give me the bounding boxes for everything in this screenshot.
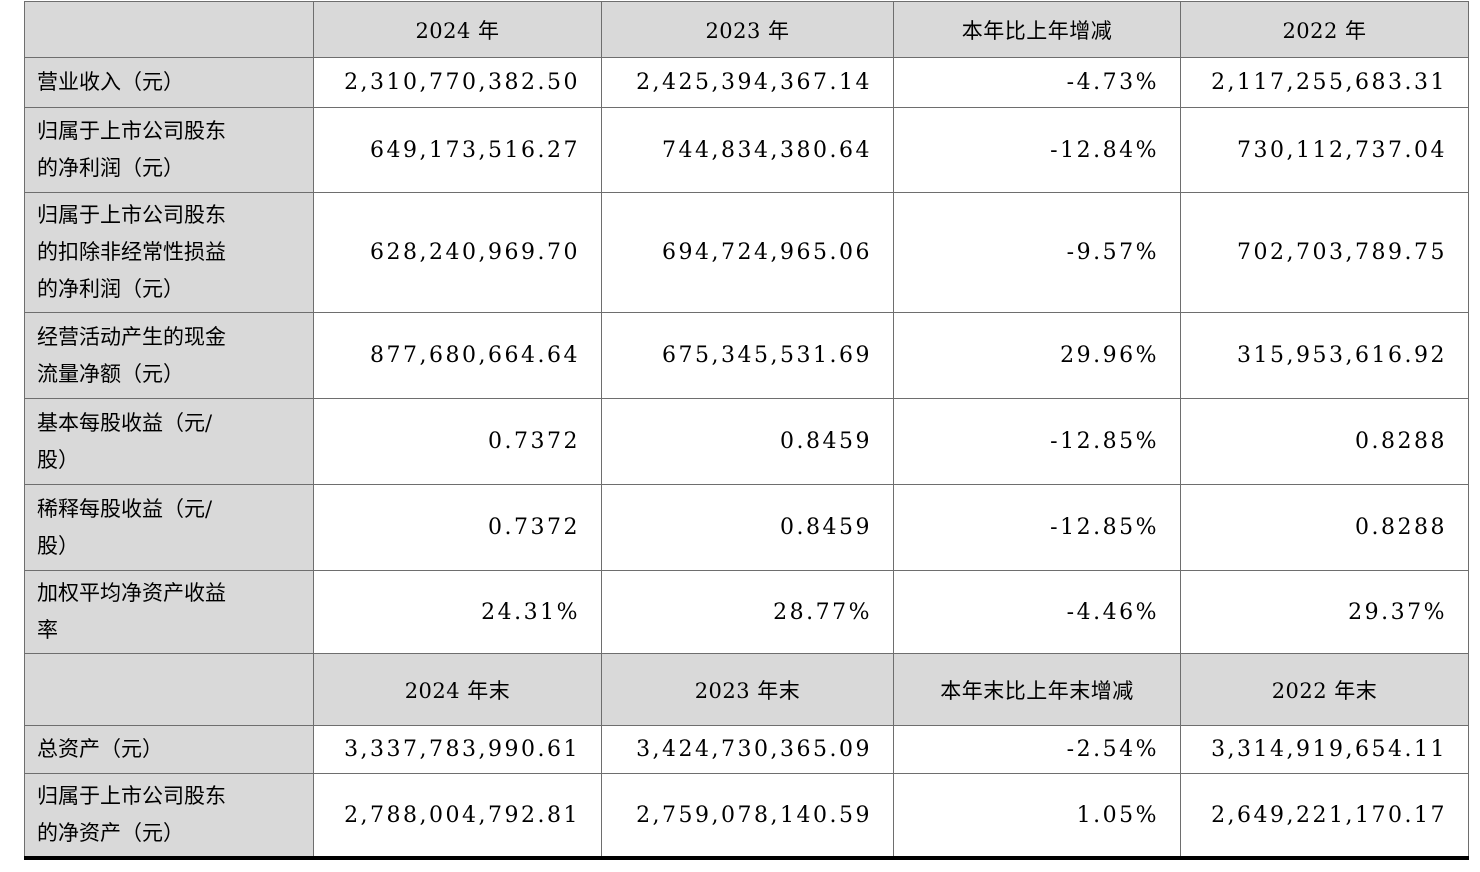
header-corner-cell: [24, 1, 314, 58]
value-2023: 744,834,380.64: [601, 107, 894, 193]
value-2022: 315,953,616.92: [1180, 312, 1469, 399]
financial-summary-table: 2024 年 2023 年 本年比上年增减 2022 年 营业收入（元） 2,3…: [24, 1, 1469, 860]
value-2023: 694,724,965.06: [601, 192, 894, 313]
col-header-2022-end: 2022 年末: [1180, 653, 1469, 726]
value-2022: 3,314,919,654.11: [1180, 725, 1469, 774]
value-yoy-change: -12.85%: [893, 398, 1181, 485]
table-row-net-profit-attributable: 归属于上市公司股东 的净利润（元） 649,173,516.27 744,834…: [24, 107, 1469, 193]
value-2022: 29.37%: [1180, 570, 1469, 654]
value-2023: 2,425,394,367.14: [601, 57, 894, 108]
col-header-yoy-change: 本年比上年增减: [893, 1, 1181, 58]
table-row-diluted-eps: 稀释每股收益（元/ 股） 0.7372 0.8459 -12.85% 0.828…: [24, 484, 1469, 571]
col-header-2024-end: 2024 年末: [313, 653, 602, 726]
value-2023: 2,759,078,140.59: [601, 773, 894, 860]
header-corner-cell: [24, 653, 314, 726]
value-2022: 702,703,789.75: [1180, 192, 1469, 313]
value-yoy-change: -12.84%: [893, 107, 1181, 193]
value-yoy-change: 29.96%: [893, 312, 1181, 399]
value-2024: 0.7372: [313, 398, 602, 485]
value-2022: 730,112,737.04: [1180, 107, 1469, 193]
value-2024: 24.31%: [313, 570, 602, 654]
table-row-total-assets: 总资产（元） 3,337,783,990.61 3,424,730,365.09…: [24, 725, 1469, 774]
row-label: 归属于上市公司股东 的扣除非经常性损益 的净利润（元）: [24, 192, 314, 313]
table-row-net-profit-excl-nonrecurring: 归属于上市公司股东 的扣除非经常性损益 的净利润（元） 628,240,969.…: [24, 192, 1469, 313]
table-row-net-assets-attributable: 归属于上市公司股东 的净资产（元） 2,788,004,792.81 2,759…: [24, 773, 1469, 860]
value-2022: 0.8288: [1180, 484, 1469, 571]
row-label: 归属于上市公司股东 的净利润（元）: [24, 107, 314, 193]
col-header-yearend-change: 本年末比上年末增减: [893, 653, 1181, 726]
row-label: 营业收入（元）: [24, 57, 314, 108]
value-2022: 2,117,255,683.31: [1180, 57, 1469, 108]
table-row-operating-revenue: 营业收入（元） 2,310,770,382.50 2,425,394,367.1…: [24, 57, 1469, 108]
value-2023: 0.8459: [601, 484, 894, 571]
row-label: 归属于上市公司股东 的净资产（元）: [24, 773, 314, 860]
value-2022: 0.8288: [1180, 398, 1469, 485]
value-yoy-change: -4.46%: [893, 570, 1181, 654]
row-label: 总资产（元）: [24, 725, 314, 774]
col-header-2022: 2022 年: [1180, 1, 1469, 58]
row-label: 稀释每股收益（元/ 股）: [24, 484, 314, 571]
financial-summary-table-container: 2024 年 2023 年 本年比上年增减 2022 年 营业收入（元） 2,3…: [24, 1, 1469, 860]
value-2024: 2,310,770,382.50: [313, 57, 602, 108]
row-label: 加权平均净资产收益 率: [24, 570, 314, 654]
value-2023: 0.8459: [601, 398, 894, 485]
col-header-2023: 2023 年: [601, 1, 894, 58]
value-2024: 649,173,516.27: [313, 107, 602, 193]
value-2023: 675,345,531.69: [601, 312, 894, 399]
col-header-2024: 2024 年: [313, 1, 602, 58]
period-end-header-row: 2024 年末 2023 年末 本年末比上年末增减 2022 年末: [24, 653, 1469, 726]
table-row-operating-cash-flow: 经营活动产生的现金 流量净额（元） 877,680,664.64 675,345…: [24, 312, 1469, 399]
value-2024: 3,337,783,990.61: [313, 725, 602, 774]
value-2024: 877,680,664.64: [313, 312, 602, 399]
period-header-row: 2024 年 2023 年 本年比上年增减 2022 年: [24, 1, 1469, 58]
col-header-2023-end: 2023 年末: [601, 653, 894, 726]
row-label: 基本每股收益（元/ 股）: [24, 398, 314, 485]
value-yoy-change: -2.54%: [893, 725, 1181, 774]
value-yoy-change: -9.57%: [893, 192, 1181, 313]
value-2022: 2,649,221,170.17: [1180, 773, 1469, 860]
value-2023: 3,424,730,365.09: [601, 725, 894, 774]
table-row-weighted-avg-roe: 加权平均净资产收益 率 24.31% 28.77% -4.46% 29.37%: [24, 570, 1469, 654]
row-label: 经营活动产生的现金 流量净额（元）: [24, 312, 314, 399]
value-2024: 0.7372: [313, 484, 602, 571]
value-yoy-change: -4.73%: [893, 57, 1181, 108]
value-yoy-change: -12.85%: [893, 484, 1181, 571]
value-2023: 28.77%: [601, 570, 894, 654]
value-2024: 628,240,969.70: [313, 192, 602, 313]
value-2024: 2,788,004,792.81: [313, 773, 602, 860]
table-row-basic-eps: 基本每股收益（元/ 股） 0.7372 0.8459 -12.85% 0.828…: [24, 398, 1469, 485]
value-yoy-change: 1.05%: [893, 773, 1181, 860]
